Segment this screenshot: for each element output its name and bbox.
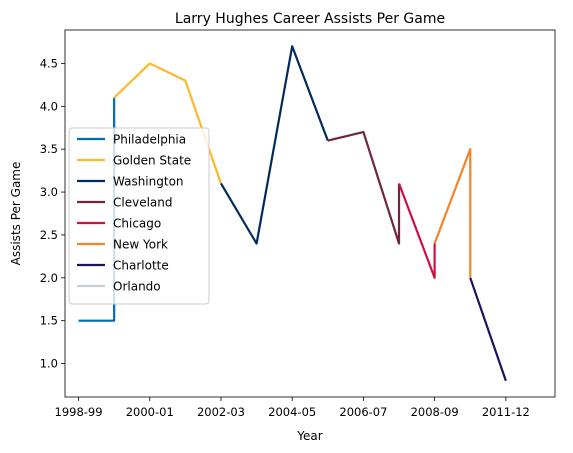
y-tick-label: 1.5 [40, 314, 58, 328]
series-layer [78, 45, 507, 382]
series-line-cleveland [327, 130, 401, 245]
series-line-chicago [398, 183, 436, 279]
legend-box [68, 127, 210, 305]
x-tick-label: 2004-05 [268, 405, 316, 419]
plot-frame [64, 29, 556, 398]
y-tick-label: 2.5 [40, 228, 58, 242]
legend-entry: Charlotte [113, 259, 169, 273]
x-tick-label: 2006-07 [339, 405, 387, 419]
y-tick-label: 3.5 [40, 142, 58, 156]
legend-entry: Cleveland [113, 196, 173, 210]
y-tick-label: 3.0 [40, 185, 58, 199]
legend-entry: Orlando [113, 280, 161, 294]
legend-entry: Golden State [113, 154, 191, 168]
series-line-charlotte [469, 277, 507, 382]
series-line-washington [220, 45, 329, 245]
y-tick-label: 2.0 [40, 271, 58, 285]
chart-title: Larry Hughes Career Assists Per Game [175, 11, 445, 27]
x-axis: 1998-99 2000-01 2002-03 2004-05 2006-07 2008-… [55, 397, 530, 419]
x-tick-label: 2002-03 [197, 405, 245, 419]
x-axis-label: Year [296, 429, 322, 443]
x-tick-label: 1998-99 [55, 405, 103, 419]
legend: Philadelphia Golden State Washington Clevel… [68, 127, 210, 305]
y-axis-label: Assists Per Game [9, 162, 23, 266]
legend-entry: Washington [113, 175, 184, 189]
legend-entry: Philadelphia [113, 133, 186, 147]
y-axis: 1.0 1.5 2.0 2.5 3.0 3.5 4.0 4.5 [40, 56, 65, 371]
x-tick-label: 2008-09 [411, 405, 459, 419]
series-line-new-york [433, 148, 472, 278]
x-tick-label: 2000-01 [126, 405, 174, 419]
y-tick-label: 4.5 [40, 56, 58, 70]
y-tick-label: 4.0 [40, 99, 58, 113]
y-tick-label: 1.0 [40, 357, 58, 371]
x-tick-label: 2011-12 [482, 405, 530, 419]
legend-entry: New York [113, 238, 168, 252]
legend-entry: Chicago [113, 217, 161, 231]
